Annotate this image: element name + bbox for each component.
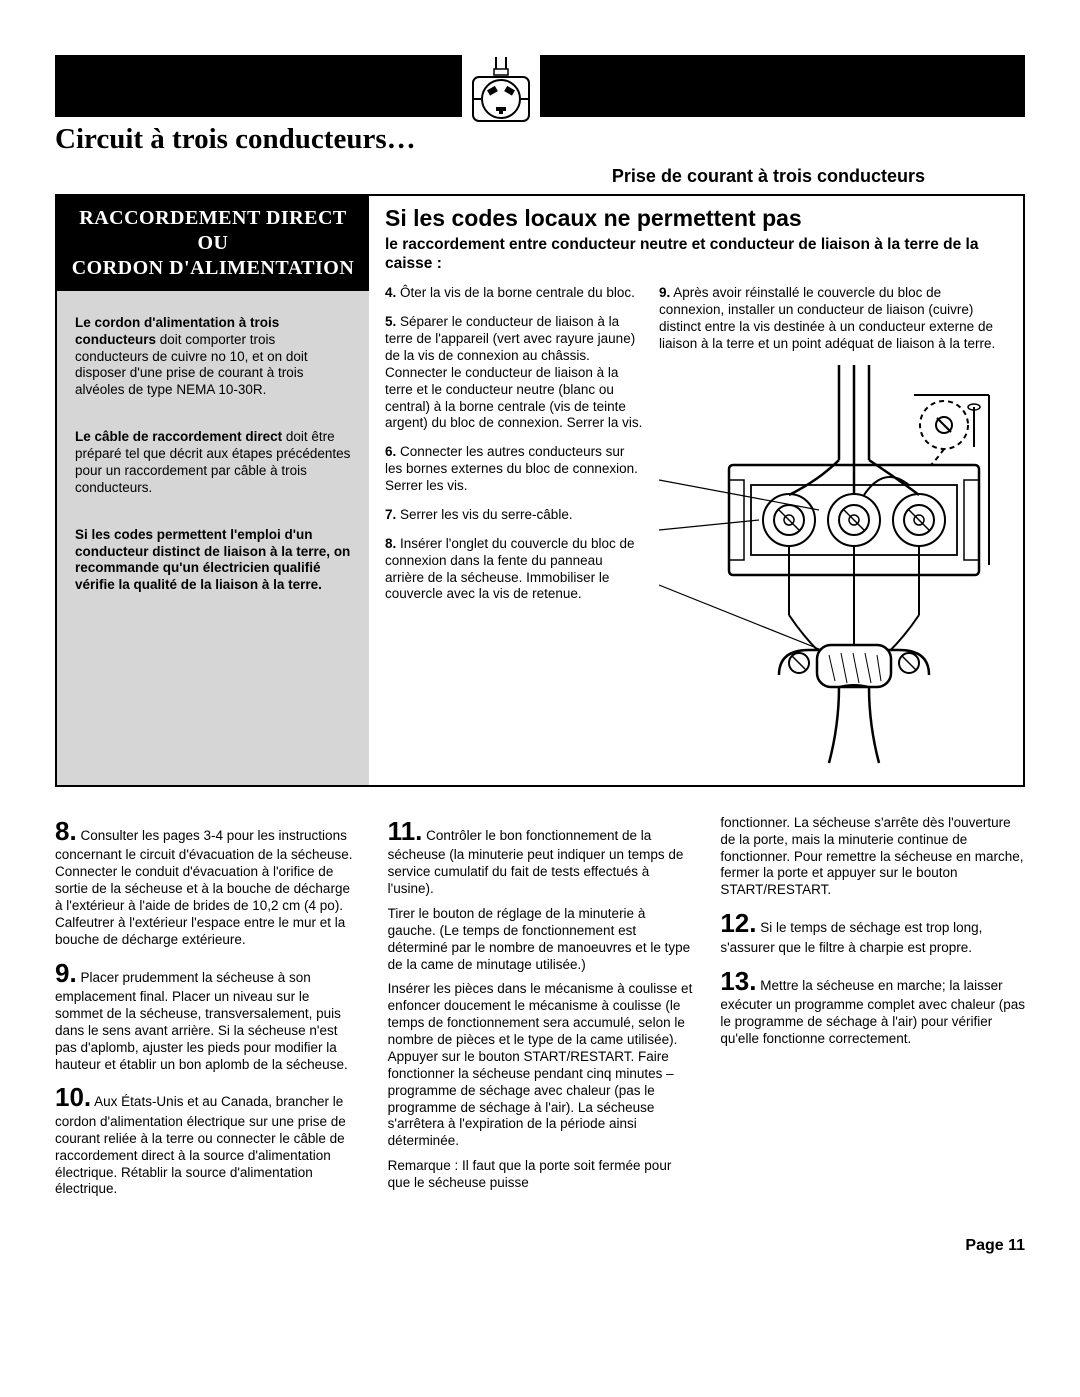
below-col-3: fonctionner. La sécheuse s'arrête dès l'…	[720, 815, 1025, 1207]
step-9: 9. Après avoir réinstallé le couvercle d…	[659, 285, 1009, 353]
bc2-p4: Remarque : Il faut que la porte soit fer…	[388, 1158, 693, 1192]
bc2-p3: Insérer les pièces dans le mécanisme à c…	[388, 981, 693, 1150]
bs13-text: Mettre la sécheuse en marche; la laisser…	[720, 978, 1025, 1046]
black-box-line1: RACCORDEMENT DIRECT OU	[63, 206, 363, 256]
left-body: Le cordon d'alimentation à trois conduct…	[57, 291, 369, 660]
right-text-column: 4. Ôter la vis de la borne centrale du b…	[385, 285, 645, 765]
step6-text: Connecter les autres conducteurs sur les…	[385, 444, 638, 493]
bs13-num: 13.	[720, 966, 756, 996]
right-subtitle: le raccordement entre conducteur neutre …	[385, 235, 1009, 274]
left-p2-bold: Le câble de raccordement direct	[75, 429, 286, 444]
bc3-p1: fonctionner. La sécheuse s'arrête dès l'…	[720, 815, 1025, 899]
black-box-line2: CORDON D'ALIMENTATION	[63, 256, 363, 281]
step7-num: 7.	[385, 507, 396, 522]
below-col-1: 8. Consulter les pages 3-4 pour les inst…	[55, 815, 360, 1207]
step-6: 6. Connecter les autres conducteurs sur …	[385, 444, 645, 495]
left-para-1: Le cordon d'alimentation à trois conduct…	[75, 315, 351, 399]
step7-text: Serrer les vis du serre-câble.	[396, 507, 572, 522]
step5-text: Séparer le conducteur de liaison à la te…	[385, 314, 642, 430]
right-column: Si les codes locaux ne permettent pas le…	[369, 196, 1023, 785]
bs12-text: Si le temps de séchage est trop long, s'…	[720, 920, 982, 955]
step8-text: Insérer l'onglet du couvercle du bloc de…	[385, 536, 635, 602]
step4-num: 4.	[385, 285, 396, 300]
terminal-right-icon	[893, 494, 945, 546]
main-title: Circuit à trois conducteurs…	[55, 121, 1025, 157]
left-column: RACCORDEMENT DIRECT OU CORDON D'ALIMENTA…	[57, 196, 369, 785]
bs9-num: 9.	[55, 958, 77, 988]
left-p3: Si les codes permettent l'emploi d'un co…	[75, 527, 350, 593]
right-title: Si les codes locaux ne permettent pas	[385, 204, 1009, 233]
terminal-center-icon	[828, 494, 880, 546]
step8-num: 8.	[385, 536, 396, 551]
step9-num: 9.	[659, 285, 670, 300]
sub-header-row: Prise de courant à trois conducteurs	[55, 157, 1025, 194]
below-columns: 8. Consulter les pages 3-4 pour les inst…	[55, 815, 1025, 1207]
step-5: 5. Séparer le conducteur de liaison à la…	[385, 314, 645, 432]
bstep-11: 11. Contrôler le bon fonctionnement de l…	[388, 815, 693, 898]
page-footer: Page 11	[55, 1236, 1025, 1256]
left-black-box: RACCORDEMENT DIRECT OU CORDON D'ALIMENTA…	[57, 196, 369, 291]
step-7: 7. Serrer les vis du serre-câble.	[385, 507, 645, 524]
step6-num: 6.	[385, 444, 396, 459]
bs8-text: Consulter les pages 3-4 pour les instruc…	[55, 828, 353, 947]
sub-header: Prise de courant à trois conducteurs	[612, 165, 925, 188]
header-icon	[462, 49, 540, 131]
bs12-num: 12.	[720, 908, 756, 938]
right-body: 4. Ôter la vis de la borne centrale du b…	[385, 285, 1009, 765]
bstep-8: 8. Consulter les pages 3-4 pour les inst…	[55, 815, 360, 949]
bs10-text: Aux États-Unis et au Canada, brancher le…	[55, 1094, 346, 1196]
step5-num: 5.	[385, 314, 396, 329]
below-col-2: 11. Contrôler le bon fonctionnement de l…	[388, 815, 693, 1207]
terminal-left-icon	[763, 494, 815, 546]
strain-relief-clamp-icon	[779, 645, 929, 763]
bc2-p2: Tirer le bouton de réglage de la minuter…	[388, 906, 693, 974]
step9-text: Après avoir réinstallé le couvercle du b…	[659, 285, 995, 351]
step-8: 8. Insérer l'onglet du couvercle du bloc…	[385, 536, 645, 604]
header-bar	[55, 55, 1025, 117]
main-content-frame: RACCORDEMENT DIRECT OU CORDON D'ALIMENTA…	[55, 194, 1025, 787]
step-4: 4. Ôter la vis de la borne centrale du b…	[385, 285, 645, 302]
right-diagram-column: 9. Après avoir réinstallé le couvercle d…	[659, 285, 1009, 765]
bstep-10: 10. Aux États-Unis et au Canada, branche…	[55, 1081, 360, 1198]
page: Circuit à trois conducteurs… Prise de co…	[0, 0, 1080, 1296]
bs10-num: 10.	[55, 1082, 91, 1112]
bs9-text: Placer prudemment la sécheuse à son empl…	[55, 970, 348, 1072]
bstep-12: 12. Si le temps de séchage est trop long…	[720, 907, 1025, 956]
left-para-2: Le câble de raccordement direct doit êtr…	[75, 429, 351, 497]
bs8-num: 8.	[55, 816, 77, 846]
bs11-text: Contrôler le bon fonctionnement de la sé…	[388, 828, 684, 896]
left-para-3: Si les codes permettent l'emploi d'un co…	[75, 527, 351, 595]
bstep-9: 9. Placer prudemment la sécheuse à son e…	[55, 957, 360, 1074]
bs11-num: 11.	[388, 816, 423, 846]
outlet-icon	[471, 55, 531, 125]
terminal-block-diagram	[659, 365, 1009, 765]
bstep-13: 13. Mettre la sécheuse en marche; la lai…	[720, 965, 1025, 1048]
step4-text: Ôter la vis de la borne centrale du bloc…	[396, 285, 635, 300]
